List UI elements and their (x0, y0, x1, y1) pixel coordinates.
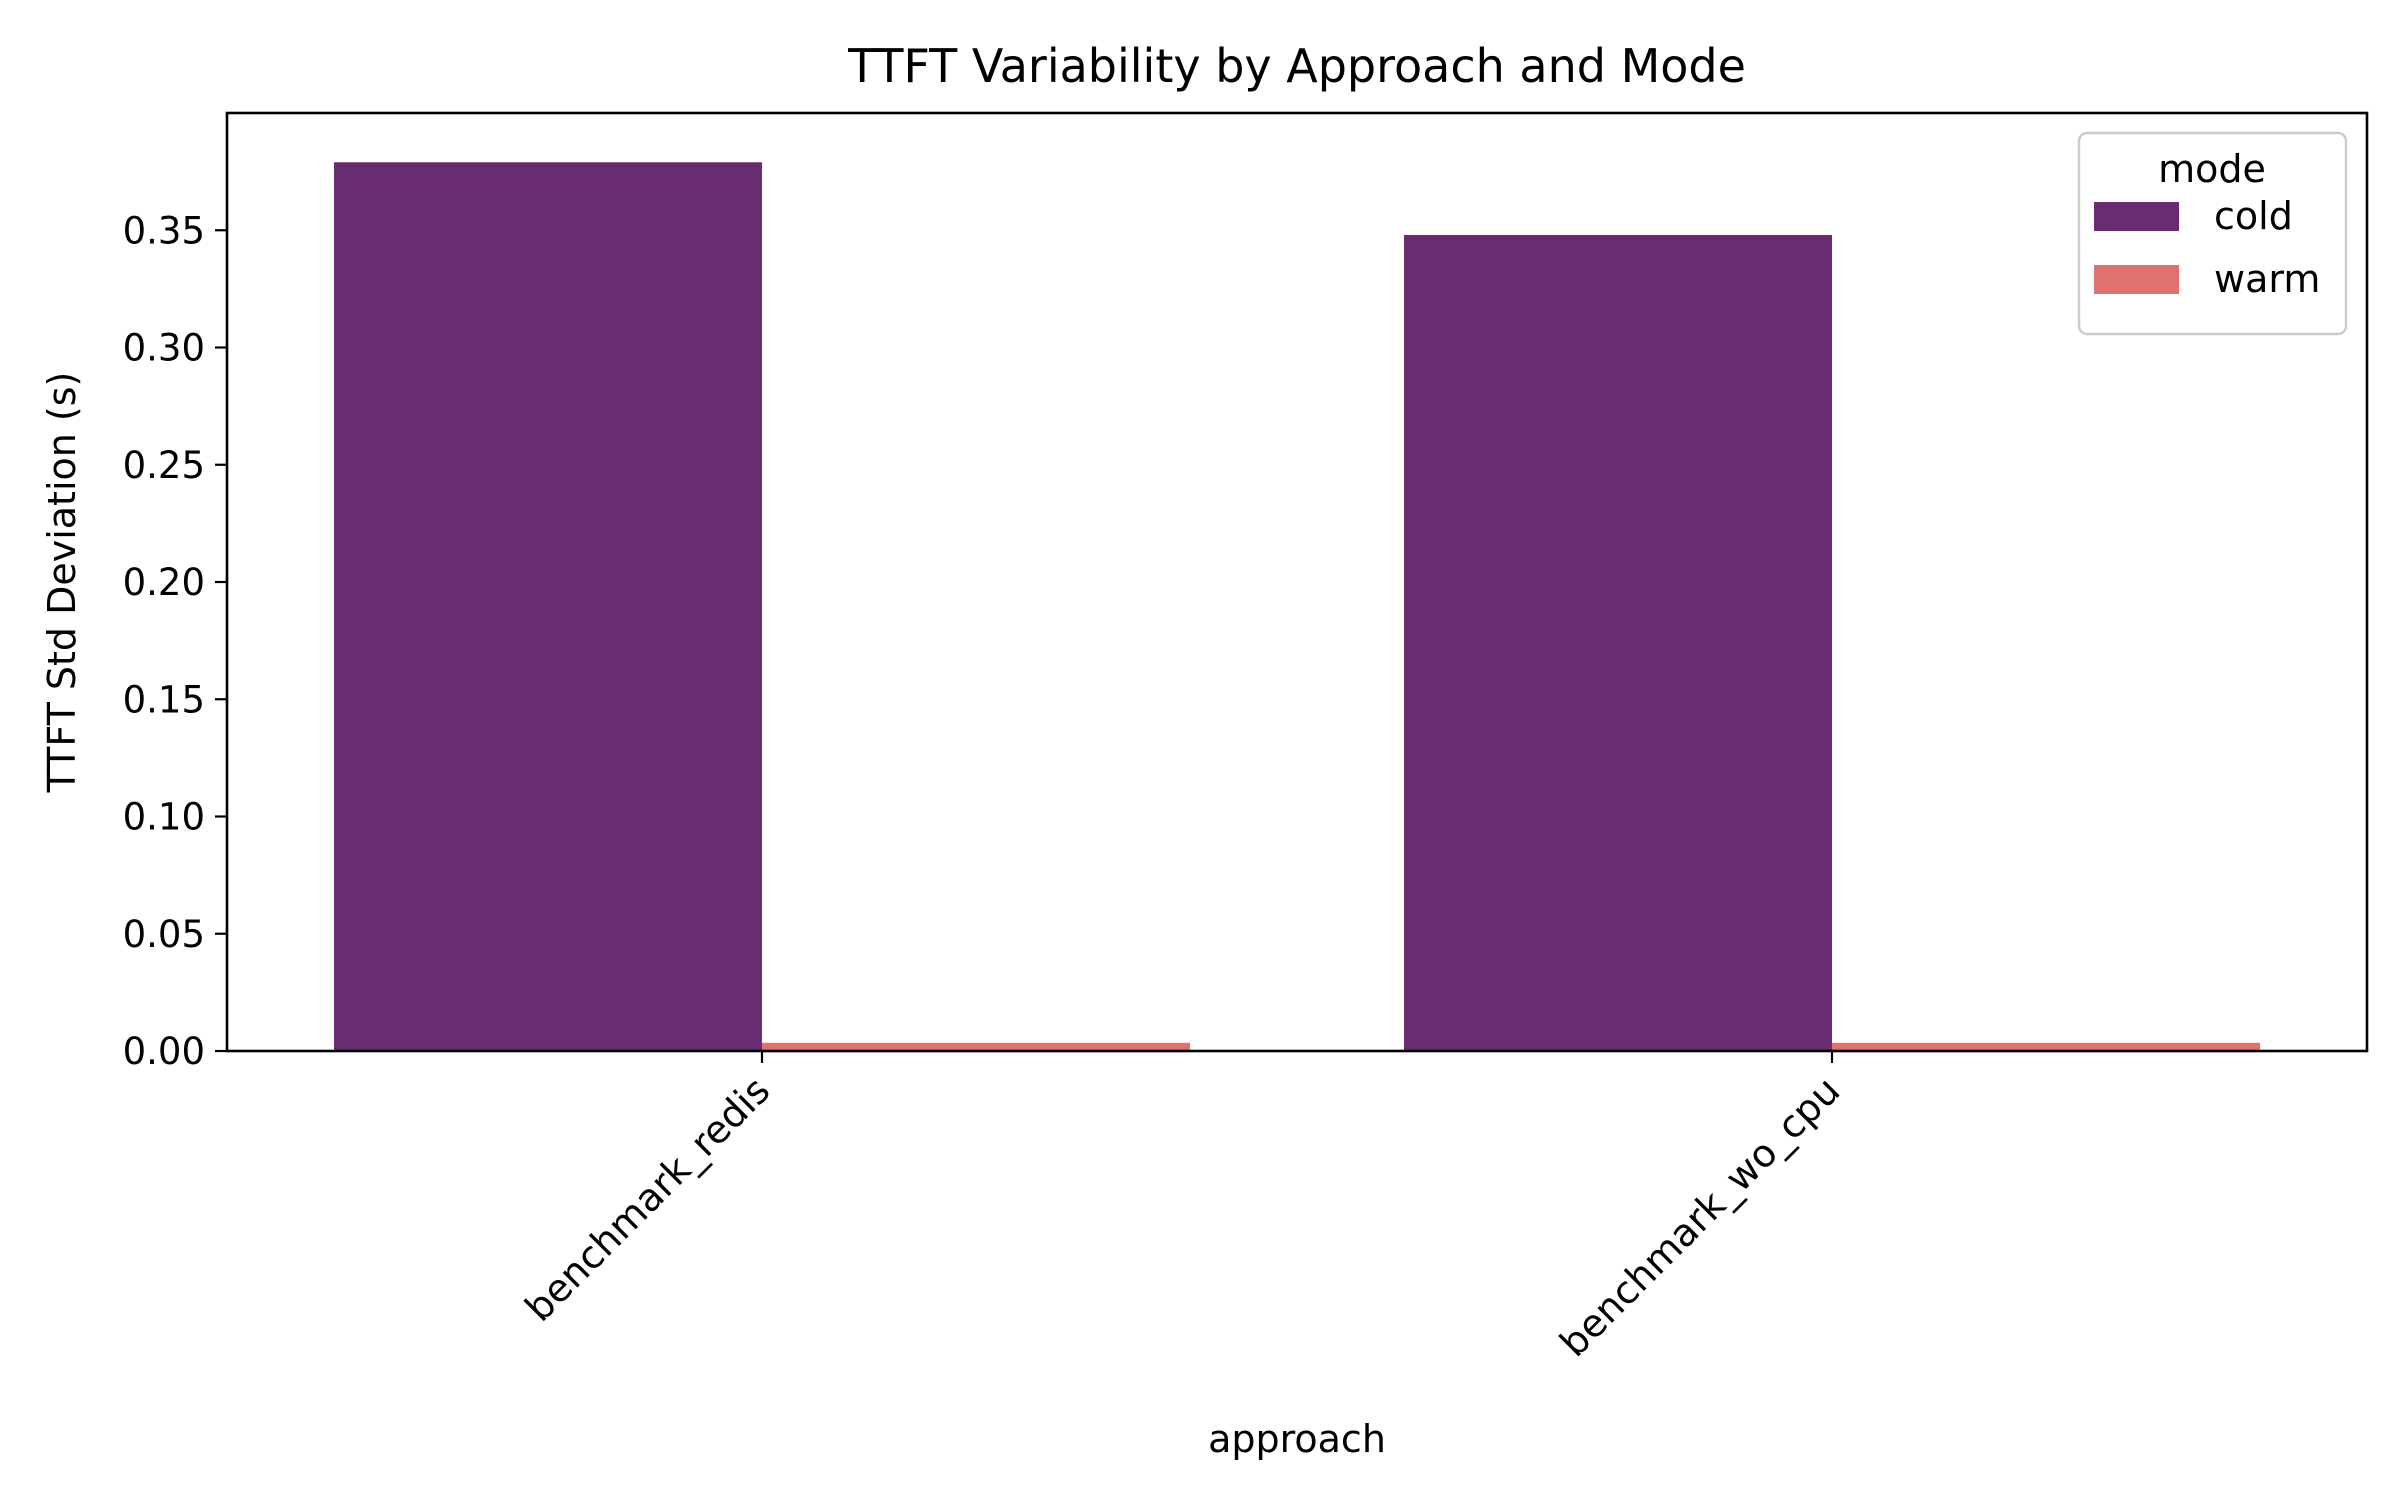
legend-label-warm: warm (2214, 257, 2320, 301)
y-tick-label: 0.20 (123, 561, 205, 604)
bar-cold-benchmark_redis (334, 162, 762, 1051)
legend-title: mode (2158, 147, 2266, 191)
chart-title: TTFT Variability by Approach and Mode (847, 39, 1746, 93)
legend-entries: cold warm (2094, 194, 2320, 301)
legend-swatch-cold (2094, 202, 2179, 231)
bar-warm-benchmark_wo_cpu (1832, 1042, 2260, 1051)
legend-swatch-warm (2094, 265, 2179, 294)
y-axis-label: TTFT Std Deviation (s) (40, 372, 84, 794)
bar-cold-benchmark_wo_cpu (1404, 234, 1832, 1051)
x-axis-label: approach (1208, 1417, 1386, 1461)
y-tick-label: 0.10 (123, 796, 205, 839)
bars-group (334, 162, 2260, 1051)
y-tick-label: 0.30 (123, 327, 205, 370)
y-tick-label: 0.00 (123, 1030, 205, 1073)
y-tick-label: 0.15 (123, 678, 205, 721)
y-axis: 0.00 0.05 0.10 0.15 0.20 0.25 0.30 0.35 (123, 209, 227, 1073)
y-tick-label: 0.25 (123, 444, 205, 487)
y-tick-label: 0.05 (123, 913, 205, 956)
legend-label-cold: cold (2214, 194, 2293, 238)
bar-warm-benchmark_redis (762, 1042, 1190, 1051)
y-tick-label: 0.35 (123, 209, 205, 252)
legend: mode cold warm (2077, 131, 2348, 336)
